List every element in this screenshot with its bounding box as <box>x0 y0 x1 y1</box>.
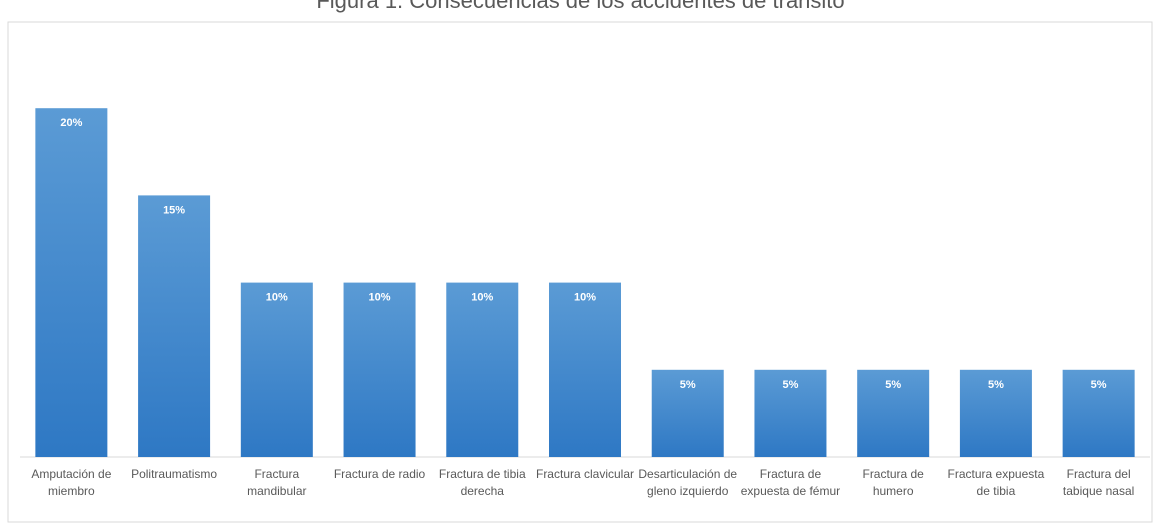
x-tick-label: Fractura de humero <box>862 467 924 498</box>
x-tick-label: Fractura de expuesta de fémur <box>740 467 841 498</box>
x-tick-label: Fractura mandibular <box>247 467 307 498</box>
bar <box>754 369 827 457</box>
bar <box>959 369 1032 457</box>
x-tick-label: Politraumatismo <box>131 467 218 481</box>
bar <box>240 282 313 457</box>
bar <box>1062 369 1135 457</box>
data-label: 5% <box>988 379 1004 391</box>
x-tick-label: Fractura de radio <box>333 467 426 481</box>
x-tick-label: Fractura del tabique nasal <box>1062 467 1135 498</box>
data-label: 5% <box>783 379 799 391</box>
bar <box>446 282 519 457</box>
bar <box>138 195 211 457</box>
data-label: 15% <box>163 204 185 216</box>
bar <box>343 282 416 457</box>
data-label: 10% <box>369 292 391 304</box>
chart-frame <box>7 21 1153 523</box>
data-label: 5% <box>680 379 696 391</box>
x-tick-label: Fractura de tibia derecha <box>438 467 526 498</box>
data-label: 5% <box>1091 379 1107 391</box>
data-label: 20% <box>60 117 82 129</box>
chart-title: Figura 1. Consecuencias de los accidente… <box>316 0 845 13</box>
x-tick-label: Fractura clavicular <box>535 467 635 481</box>
x-tick-label: Desarticulación de gleno izquierdo <box>638 467 738 498</box>
data-label: 10% <box>266 292 288 304</box>
data-label: 10% <box>574 292 596 304</box>
bar <box>857 369 930 457</box>
bar <box>651 369 724 457</box>
data-label: 5% <box>885 379 901 391</box>
x-tick-label: Fractura expuesta de tibia <box>947 467 1045 498</box>
bar <box>35 108 108 457</box>
x-tick-label: Amputación de miembro <box>31 467 112 498</box>
bar <box>549 282 621 457</box>
data-label: 10% <box>471 292 493 304</box>
